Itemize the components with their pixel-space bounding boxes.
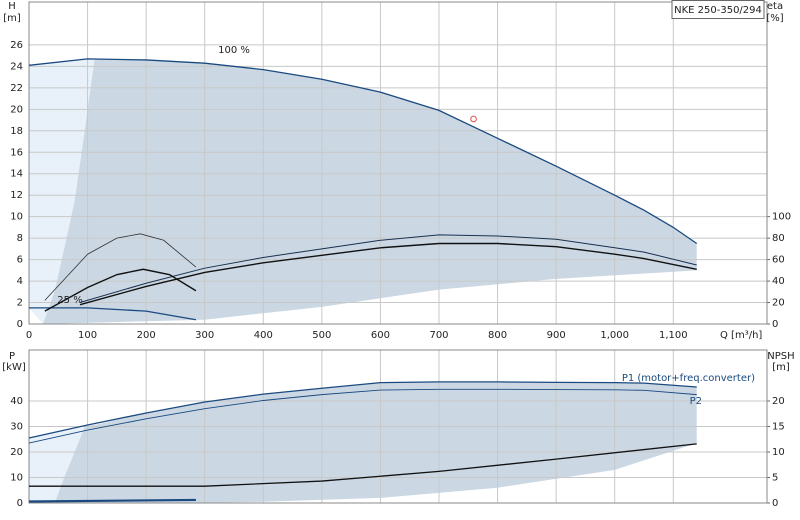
plot-frame: [28, 349, 768, 504]
curve: [29, 443, 697, 487]
y2-tick-label: 10: [772, 447, 785, 458]
curve: [28, 388, 697, 444]
y2-tick-label: 100: [772, 212, 791, 223]
y-tick-label: 14: [10, 169, 23, 180]
y2-axis-unit: [m]: [772, 362, 790, 373]
y-axis-unit: [kW]: [2, 362, 26, 373]
curve: [28, 498, 196, 503]
y2-tick-label: 0: [772, 498, 778, 509]
x-tick-label: 400: [254, 330, 273, 341]
operating-range-area: [29, 423, 100, 503]
title-box: [671, 0, 765, 19]
curve: [44, 268, 197, 312]
y2-tick-label: 20: [772, 298, 785, 309]
x-tick-label: 800: [488, 330, 507, 341]
y-tick-label: 0: [17, 319, 23, 330]
y-tick-label: 30: [10, 422, 23, 433]
y2-axis-unit: [%]: [766, 13, 783, 24]
y2-tick-label: 5: [772, 473, 778, 484]
operating-range-area: [43, 58, 697, 325]
x-tick-label: 1,000: [600, 330, 629, 341]
y-tick-label: 8: [17, 233, 23, 244]
y2-axis-label: eta: [767, 1, 783, 12]
y-tick-label: 24: [10, 61, 23, 72]
y-axis-unit: [m]: [3, 13, 21, 24]
curve-label: 100 %: [218, 45, 250, 56]
y-tick-label: 2: [17, 298, 23, 309]
y-tick-label: 0: [17, 498, 23, 509]
y-axis-label: H: [8, 1, 16, 12]
operating-range-area: [29, 58, 95, 325]
y2-tick-label: 15: [772, 422, 785, 433]
curve: [44, 233, 197, 301]
y-tick-label: 10: [10, 212, 23, 223]
y2-tick-label: 20: [772, 396, 785, 407]
x-axis-label: Q [m³/h]: [720, 330, 762, 341]
y2-tick-label: 80: [772, 233, 785, 244]
x-tick-label: 600: [371, 330, 390, 341]
y-tick-label: 12: [10, 190, 23, 201]
plot: [28, 2, 767, 325]
y2-tick-label: 40: [772, 276, 785, 287]
x-tick-label: 500: [312, 330, 331, 341]
y-tick-label: 16: [10, 147, 23, 158]
y-tick-label: 6: [17, 255, 23, 266]
curve: [28, 58, 698, 245]
curve: [29, 307, 197, 321]
y-axis-label: P: [9, 351, 15, 362]
y-tick-label: 10: [10, 473, 23, 484]
x-tick-label: 900: [547, 330, 566, 341]
curve: [28, 381, 697, 439]
chart-title: NKE 250-350/294: [674, 5, 762, 16]
x-tick-label: 700: [429, 330, 448, 341]
curve: [79, 234, 697, 304]
y-tick-label: 4: [17, 276, 23, 287]
curve: [79, 242, 697, 306]
y-tick-label: 40: [10, 396, 23, 407]
y-tick-label: 18: [10, 126, 23, 137]
curve-label: 25 %: [57, 295, 82, 306]
curve-label: P1 (motor+freq.converter): [622, 373, 755, 384]
x-tick-label: 1,100: [659, 330, 688, 341]
x-tick-label: 100: [78, 330, 97, 341]
y-tick-label: 20: [10, 447, 23, 458]
operating-point: [470, 115, 477, 123]
y2-tick-label: 60: [772, 255, 785, 266]
y-tick-label: 20: [10, 104, 23, 115]
y-tick-label: 22: [10, 83, 23, 94]
x-tick-label: 200: [137, 330, 156, 341]
y2-tick-label: 0: [772, 319, 778, 330]
x-tick-label: 300: [195, 330, 214, 341]
plot-frame: [28, 1, 768, 325]
y2-axis-label: NPSH: [767, 351, 794, 362]
operating-range-area: [54, 381, 697, 503]
x-tick-label: 0: [26, 330, 32, 341]
curve-label: P2: [690, 396, 702, 407]
y-tick-label: 26: [10, 40, 23, 51]
